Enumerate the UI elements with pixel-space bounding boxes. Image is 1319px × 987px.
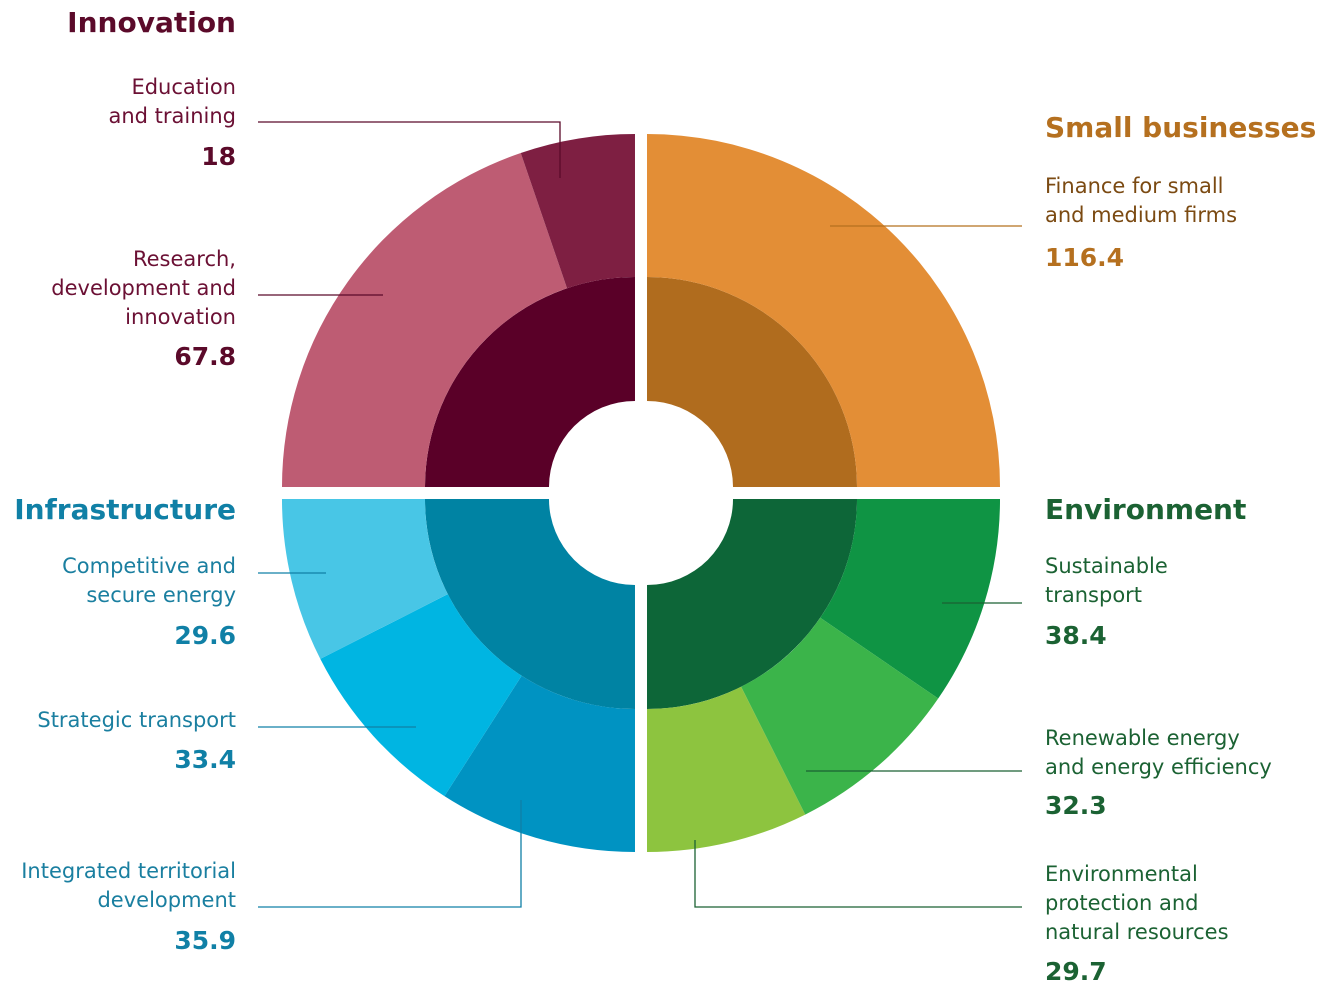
outer-ring-segment [741, 617, 939, 815]
group-title: Infrastructure [14, 493, 236, 526]
segment-label: Sustainable transport [1045, 554, 1168, 607]
segment-label: Integrated territorial development [21, 859, 236, 912]
outer-ring-segment [281, 499, 448, 659]
segment-label: Renewable energy and energy efficiency [1045, 726, 1272, 779]
outer-ring-segment [520, 133, 635, 289]
segment-value: 33.4 [174, 745, 236, 774]
leader-line [694, 840, 1022, 908]
inner-ring-segment [424, 499, 635, 710]
outer-ring-segment [281, 152, 568, 487]
segment-value: 18 [201, 142, 236, 171]
segment-value: 32.3 [1045, 791, 1107, 820]
leader-line [258, 121, 561, 178]
segment-label: Finance for small and medium firms [1045, 174, 1238, 227]
segment-label: Competitive and secure energy [62, 554, 236, 607]
outer-ring-segment [647, 133, 1001, 487]
segment-value: 29.7 [1045, 957, 1107, 986]
group-title: Innovation [67, 6, 236, 39]
segment-label: Research, development and innovation [51, 247, 236, 329]
segment-value: 67.8 [174, 342, 236, 371]
inner-ring-segment [424, 276, 635, 487]
segment-value: 38.4 [1045, 621, 1107, 650]
inner-ring-segment [647, 499, 858, 710]
leader-line [258, 800, 522, 908]
outer-ring-segment [444, 675, 635, 853]
segment-value: 116.4 [1045, 243, 1125, 272]
segment-value: 29.6 [174, 621, 236, 650]
group-title: Environment [1045, 493, 1247, 526]
segment-label: Environmental protection and natural res… [1045, 862, 1229, 944]
segment-value: 35.9 [174, 926, 236, 955]
segment-label: Education and training [108, 75, 236, 128]
inner-ring-segment [647, 276, 858, 487]
outer-ring-segment [320, 594, 522, 797]
segment-label: Strategic transport [37, 708, 236, 732]
outer-ring-segment [647, 686, 806, 853]
outer-ring-segment [820, 499, 1001, 699]
group-title: Small businesses [1045, 111, 1317, 144]
